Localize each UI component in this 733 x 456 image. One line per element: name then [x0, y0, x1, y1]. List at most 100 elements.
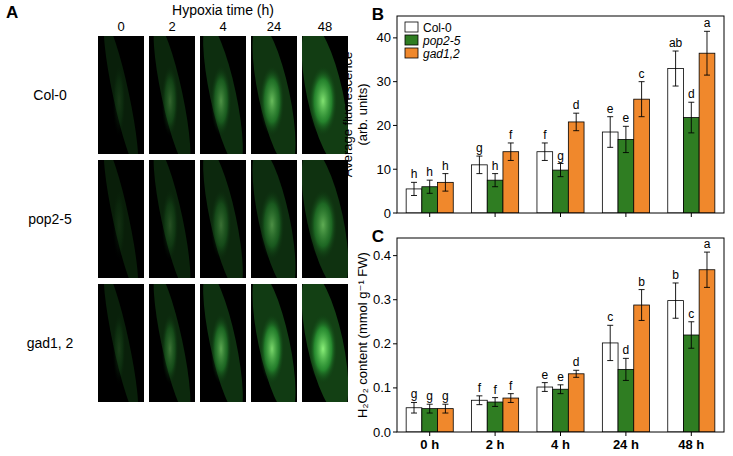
y-tick-label: 0.0 — [373, 425, 391, 440]
micrograph — [149, 36, 195, 154]
significance-letter: e — [557, 370, 564, 384]
error-cap — [411, 182, 417, 183]
fluorescence — [113, 190, 126, 261]
root — [200, 160, 246, 278]
x-tick — [560, 432, 561, 436]
y-tick — [393, 387, 397, 388]
column-label: 0 — [117, 19, 124, 34]
error-cap — [558, 176, 564, 177]
y-tick — [393, 125, 397, 126]
y-tick-label: 0.1 — [373, 380, 391, 395]
significance-letter: h — [411, 167, 418, 181]
error-cap — [442, 173, 448, 174]
y-tick — [393, 169, 397, 170]
error-line — [706, 252, 707, 287]
x-tick-label: 2 h — [486, 437, 505, 452]
bar — [699, 53, 715, 213]
bar — [537, 152, 553, 213]
bar — [568, 374, 584, 432]
y-axis-label-line: Average fluorescence — [340, 52, 355, 178]
significance-letter: g — [476, 141, 483, 155]
fluorescence — [260, 66, 285, 137]
y-tick — [393, 299, 397, 300]
root — [98, 160, 144, 278]
fluorescence — [260, 190, 285, 261]
bar — [487, 402, 503, 432]
error-cap — [492, 406, 498, 407]
significance-letter: c — [688, 307, 694, 321]
y-axis-label: Average fluorescence(arb. units) — [340, 52, 370, 178]
y-tick-label: 30 — [377, 74, 391, 89]
y-tick — [393, 37, 397, 38]
error-cap — [442, 413, 448, 414]
chart: gfecbgfedcgfdba0 h2 h4 h24 h48 h0.00.10.… — [355, 227, 724, 452]
significance-letter: d — [623, 343, 630, 357]
error-cap — [427, 193, 433, 194]
y-axis-label: H₂O₂ content (mmol g⁻¹ FW) — [355, 252, 370, 418]
error-bar — [607, 117, 613, 148]
plot-frame — [397, 238, 724, 432]
error-cap — [508, 160, 514, 161]
significance-letter: d — [573, 98, 580, 112]
x-tick — [625, 213, 626, 217]
bar — [503, 152, 519, 213]
y-tick-label: 0.3 — [373, 292, 391, 307]
bar — [553, 170, 569, 213]
error-line — [625, 126, 626, 152]
error-line — [625, 358, 626, 380]
error-cap — [688, 348, 694, 349]
error-cap — [411, 195, 417, 196]
fluorescence — [309, 66, 338, 137]
error-bar — [508, 394, 514, 403]
error-cap — [542, 382, 548, 383]
error-bar — [558, 164, 564, 177]
error-bar — [639, 82, 645, 117]
significance-letter: a — [704, 237, 711, 251]
error-cap — [688, 321, 694, 322]
error-cap — [573, 113, 579, 114]
legend-swatch — [405, 48, 418, 58]
y-tick — [393, 213, 397, 214]
error-cap — [704, 31, 710, 32]
x-tick — [495, 213, 496, 217]
error-bar — [607, 325, 613, 360]
error-line — [544, 143, 545, 161]
error-line — [560, 164, 561, 177]
error-bar — [704, 31, 710, 75]
significance-letter: f — [509, 379, 513, 393]
fluorescence — [113, 66, 126, 137]
bar — [634, 305, 650, 432]
x-tick-label: 4 h — [551, 437, 570, 452]
significance-letter: b — [672, 268, 679, 282]
significance-letter: e — [623, 111, 630, 125]
error-cap — [623, 126, 629, 127]
error-cap — [704, 75, 710, 76]
x-tick — [495, 432, 496, 436]
bar — [503, 398, 519, 432]
error-cap — [688, 132, 694, 133]
significance-letter: f — [509, 128, 513, 142]
error-cap — [508, 142, 514, 143]
x-tick — [429, 432, 430, 436]
error-cap — [573, 370, 579, 371]
micrograph — [200, 284, 246, 402]
root — [98, 284, 144, 402]
error-cap — [673, 282, 679, 283]
error-bar — [688, 102, 694, 133]
error-line — [610, 325, 611, 360]
bar — [699, 270, 715, 432]
significance-letter: c — [639, 67, 645, 81]
significance-letter: g — [557, 149, 564, 163]
fluorescence — [113, 314, 126, 385]
fluorescence — [162, 190, 179, 261]
bar — [537, 387, 553, 432]
significance-letter: g — [442, 389, 449, 403]
error-cap — [704, 287, 710, 288]
x-tick-label: 48 h — [678, 437, 704, 452]
y-tick-label: 40 — [377, 30, 391, 45]
error-cap — [492, 173, 498, 174]
significance-letter: g — [426, 389, 433, 403]
significance-letter: d — [688, 87, 695, 101]
x-tick — [429, 213, 430, 217]
error-line — [544, 383, 545, 392]
